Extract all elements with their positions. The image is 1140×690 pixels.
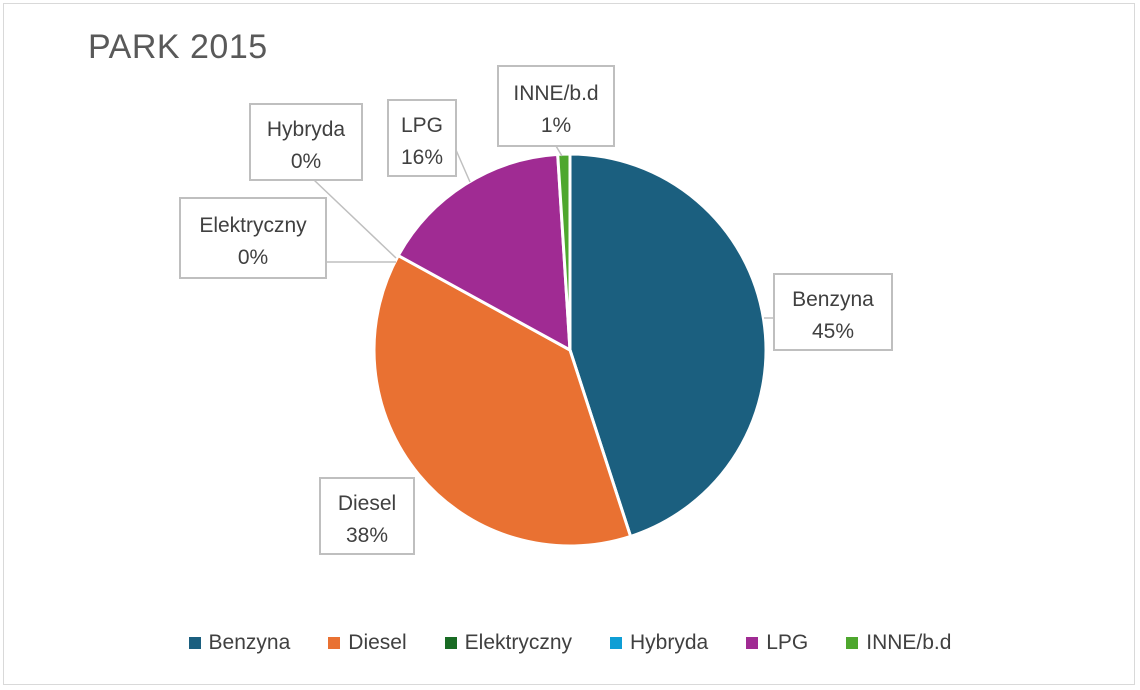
legend-swatch-benzyna (188, 637, 201, 649)
callout-box-hybryda (249, 103, 363, 181)
data-label-category-benzyna: Benzyna (792, 288, 874, 311)
data-label-percent-lpg: 16% (401, 146, 443, 169)
data-label-percent-inne-b-d: 1% (541, 114, 571, 137)
legend-swatch-inne-b-d (846, 637, 859, 649)
legend-item-lpg: LPG (746, 631, 808, 655)
pie-slice-diesel (372, 253, 633, 548)
chart-title: PARK 2015 (88, 28, 268, 66)
legend-swatch-lpg (746, 637, 759, 649)
data-label-category-inne-b-d: INNE/b.d (513, 82, 598, 105)
legend-swatch-elektryczny (444, 637, 457, 649)
legend-label-inne-b-d: INNE/b.d (866, 631, 952, 654)
legend-label-lpg: LPG (766, 631, 809, 654)
data-label-category-diesel: Diesel (338, 492, 396, 515)
leader-line-inne-b-d (555, 145, 563, 157)
data-label-category-lpg: LPG (401, 114, 443, 137)
data-label-percent-diesel: 38% (346, 524, 388, 547)
data-label-percent-elektryczny: 0% (238, 246, 268, 269)
callout-box-lpg (387, 99, 457, 177)
data-label-category-hybryda: Hybryda (267, 118, 346, 141)
callout-box-diesel (319, 477, 415, 555)
legend-item-benzyna: Benzyna (188, 631, 291, 655)
legend-item-diesel: Diesel (328, 631, 407, 655)
pie-slice-inne-b-d (556, 152, 572, 351)
leader-line-lpg (455, 149, 471, 183)
legend-swatch-hybryda (610, 637, 622, 649)
legend-label-hybryda: Hybryda (630, 631, 709, 654)
legend-label-elektryczny: Elektryczny (464, 631, 572, 654)
leader-line-hybryda (313, 179, 397, 259)
legend: Benzyna Diesel Elektryczny Hybryda LPG INNE/b… (0, 628, 1140, 658)
pie-slice-lpg (396, 152, 572, 353)
callout-box-benzyna (773, 273, 893, 351)
legend-swatch-diesel (328, 637, 341, 649)
data-label-category-elektryczny: Elektryczny (199, 214, 307, 237)
callout-box-inne-b-d (497, 65, 615, 147)
data-label-percent-benzyna: 45% (812, 320, 854, 343)
data-label-percent-hybryda: 0% (291, 150, 321, 173)
legend-label-diesel: Diesel (348, 631, 407, 654)
legend-item-elektryczny: Elektryczny (444, 631, 572, 655)
legend-item-inne-b-d: INNE/b.d (846, 631, 951, 655)
legend-label-benzyna: Benzyna (208, 631, 291, 654)
callout-box-elektryczny (179, 197, 327, 279)
pie-slice-benzyna (568, 152, 768, 539)
legend-item-hybryda: Hybryda (610, 631, 708, 655)
